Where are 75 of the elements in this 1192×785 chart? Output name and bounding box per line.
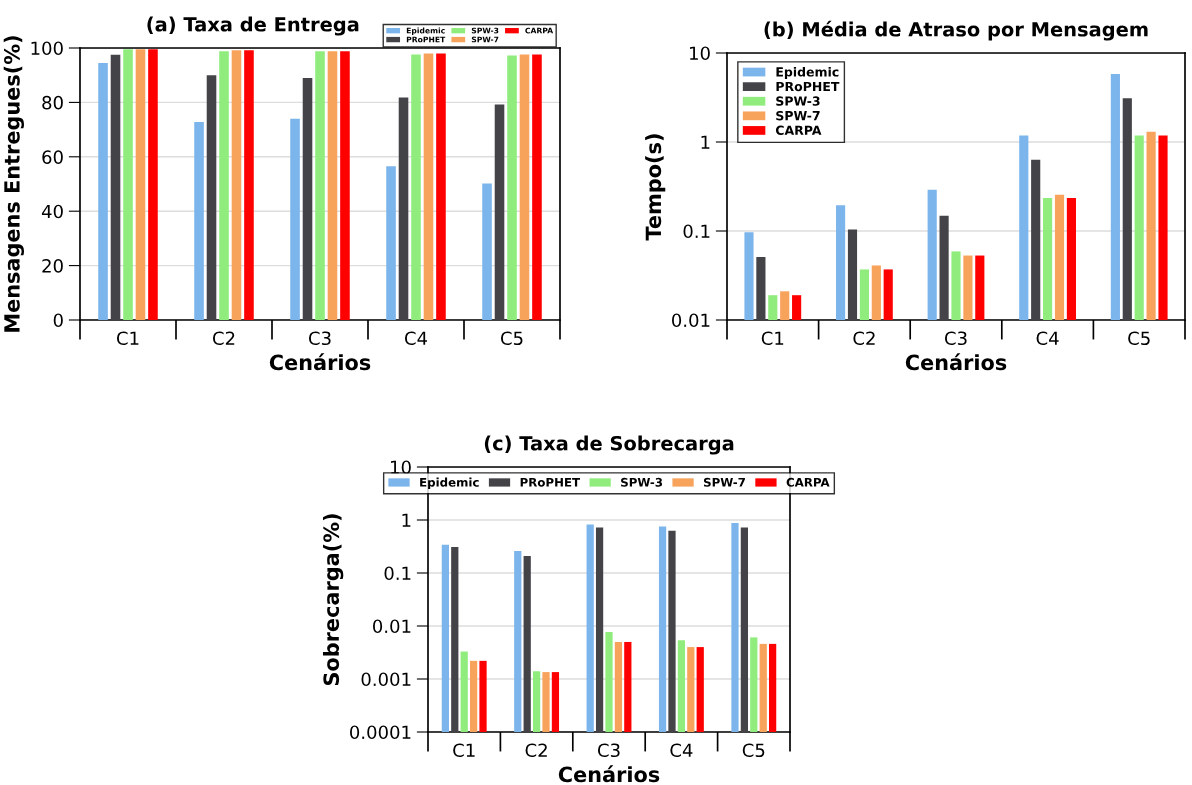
y-tick-label: 10 [391,460,411,475]
bar [436,53,446,320]
bar [98,62,108,320]
y-tick-label: 40 [41,204,63,219]
legend-label: PRoPHET [776,81,840,92]
bar [302,77,313,320]
legend-label: CARPA [786,477,830,487]
y-axis-title: Tempo(s) [645,134,666,241]
x-tick-label: C2 [853,331,875,346]
y-axis-title: Sobrecarga(%) [322,514,344,686]
y-tick-label: 80 [42,95,63,110]
bar [148,49,158,320]
y-tick-label: 0.0001 [350,725,411,740]
x-tick-label: C3 [597,743,620,758]
legend-label: CARPA [775,125,822,135]
legend-label: SPW-3 [776,96,820,106]
bar [206,75,217,320]
chart-title: (c) Taxa de Sobrecarga [484,435,734,455]
bar [519,54,530,320]
bar [110,54,121,320]
x-tick-label: C1 [453,743,475,758]
bar [411,54,421,320]
bar [123,49,133,320]
y-tick-label: 0 [53,313,63,328]
x-tick-label: C2 [525,743,547,758]
legend-label: PRoPHET [520,477,581,487]
bar [290,118,300,320]
y-tick-label: 0.1 [384,566,411,581]
bar [194,121,204,320]
bar [219,51,229,320]
x-tick-label: C3 [944,331,967,346]
bar [482,183,492,320]
legend-label: SPW-7 [776,110,820,121]
y-tick-label: 1 [701,135,710,149]
bar [386,166,396,320]
chart-title: (a) Taxa de Entrega [147,16,359,36]
x-tick-label: C5 [742,743,765,758]
bar [494,104,505,320]
y-axis-title: Mensagens Entregues(%) [3,36,25,332]
x-tick-label: C1 [116,331,139,346]
bar [340,51,350,320]
x-tick-label: C5 [1128,331,1150,346]
bar [315,51,325,320]
bar [532,54,542,320]
bar [398,97,409,320]
y-tick-label: 10 [690,46,710,61]
y-tick-label: 20 [42,259,63,273]
legend-label: Epidemic [776,66,839,80]
x-axis-title: Cenários [558,765,660,783]
bar [231,50,242,320]
x-tick-label: C1 [761,331,784,346]
y-tick-label: 1 [402,513,411,527]
x-tick-label: C3 [308,331,331,346]
x-tick-label: C4 [1036,331,1059,346]
x-axis-title: Cenários [269,353,371,371]
bar [327,51,338,320]
bar [423,53,434,320]
bar [135,49,146,320]
y-tick-label: 0.1 [683,224,710,239]
bar [244,50,254,320]
legend-label: SPW-7 [703,477,745,487]
x-tick-label: C5 [500,331,523,346]
y-tick-label: 0.01 [672,313,710,328]
y-tick-label: 100 [31,41,63,56]
x-tick-label: C4 [670,743,693,758]
y-tick-label: 0.001 [361,672,411,687]
bar [507,55,517,320]
legend-label: SPW-3 [621,477,663,487]
x-tick-label: C4 [404,331,428,346]
x-tick-label: C2 [212,331,235,346]
chart-title: (b) Média de Atraso por Mensagem [764,20,1148,41]
y-tick-label: 60 [42,150,63,164]
x-axis-title: Cenários [905,353,1007,371]
y-tick-label: 0.01 [373,619,411,634]
legend-label: Epidemic [420,477,479,490]
